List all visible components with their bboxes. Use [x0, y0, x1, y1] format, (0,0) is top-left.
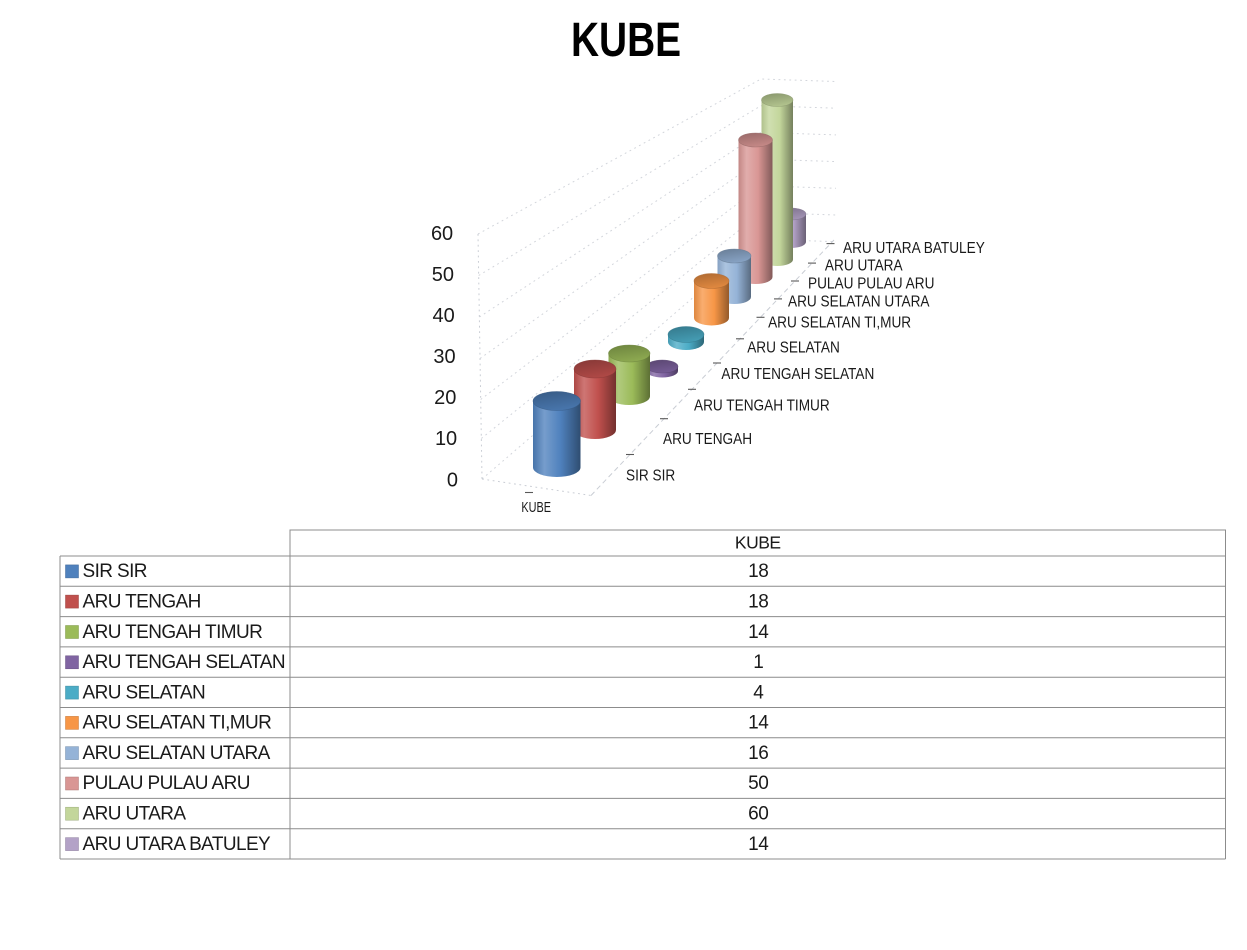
svg-text:50: 50 [748, 773, 768, 794]
svg-text:ARU SELATAN: ARU SELATAN [747, 340, 840, 357]
svg-text:1: 1 [753, 652, 763, 673]
svg-text:SIR SIR: SIR SIR [83, 561, 147, 582]
svg-text:PULAU PULAU ARU: PULAU PULAU ARU [83, 773, 250, 794]
svg-text:20: 20 [434, 387, 456, 409]
svg-text:14: 14 [748, 834, 769, 855]
svg-text:30: 30 [433, 346, 455, 368]
svg-text:ARU TENGAH SELATAN: ARU TENGAH SELATAN [83, 652, 285, 673]
svg-text:ARU UTARA: ARU UTARA [83, 804, 187, 825]
svg-text:ARU SELATAN: ARU SELATAN [83, 682, 206, 703]
svg-text:KUBE: KUBE [735, 533, 781, 553]
svg-text:ARU TENGAH: ARU TENGAH [83, 591, 201, 612]
svg-text:SIR SIR: SIR SIR [626, 468, 675, 485]
svg-text:ARU TENGAH TIMUR: ARU TENGAH TIMUR [83, 622, 263, 643]
svg-text:ARU TENGAH TIMUR: ARU TENGAH TIMUR [694, 398, 830, 415]
svg-text:50: 50 [432, 264, 454, 286]
svg-text:ARU TENGAH SELATAN: ARU TENGAH SELATAN [721, 366, 874, 383]
svg-text:ARU SELATAN TI,MUR: ARU SELATAN TI,MUR [83, 713, 272, 734]
svg-text:18: 18 [748, 591, 768, 612]
svg-text:ARU UTARA BATULEY: ARU UTARA BATULEY [83, 834, 272, 855]
svg-text:14: 14 [748, 622, 769, 643]
svg-text:ARU SELATAN TI,MUR: ARU SELATAN TI,MUR [768, 315, 911, 332]
svg-text:60: 60 [748, 804, 768, 825]
svg-text:ARU TENGAH: ARU TENGAH [663, 431, 752, 448]
svg-text:4: 4 [753, 682, 764, 703]
svg-text:KUBE: KUBE [571, 13, 681, 67]
svg-text:18: 18 [748, 561, 768, 582]
svg-text:60: 60 [431, 223, 453, 245]
svg-text:10: 10 [435, 428, 457, 450]
svg-text:ARU SELATAN UTARA: ARU SELATAN UTARA [788, 294, 930, 311]
svg-text:0: 0 [447, 469, 458, 491]
svg-text:14: 14 [748, 713, 769, 734]
svg-text:ARU UTARA: ARU UTARA [825, 258, 903, 275]
svg-text:ARU SELATAN UTARA: ARU SELATAN UTARA [83, 743, 271, 764]
svg-text:40: 40 [433, 305, 455, 327]
svg-text:KUBE: KUBE [521, 498, 551, 515]
svg-text:PULAU PULAU ARU: PULAU PULAU ARU [808, 276, 934, 293]
svg-text:ARU UTARA BATULEY: ARU UTARA BATULEY [843, 240, 985, 257]
svg-text:16: 16 [748, 743, 768, 764]
